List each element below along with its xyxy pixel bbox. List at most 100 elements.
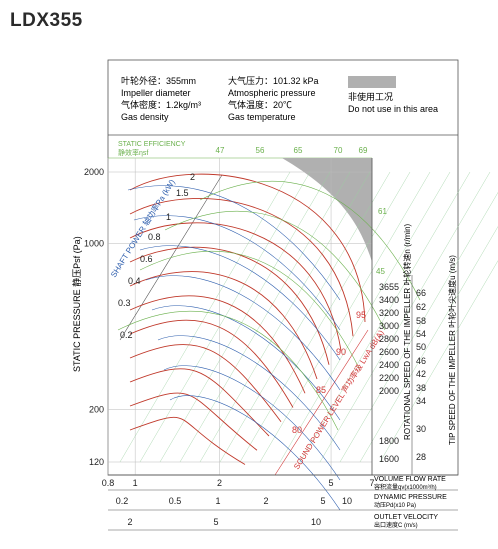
rpm-tick-label: 3655 [379, 282, 399, 292]
ov-axis-label-en: OUTLET VELOCITY [374, 514, 438, 521]
power-curve [133, 215, 341, 331]
rpm-tick-label: 3200 [379, 308, 399, 318]
rpm-tick-label: 2200 [379, 373, 399, 383]
tip-tick-label: 30 [416, 424, 426, 434]
rpm-tick-label: 2800 [379, 334, 399, 344]
power-curve [127, 185, 341, 301]
diag-grid-line [379, 260, 498, 463]
page-title: LDX355 [10, 10, 83, 31]
power-tick-label: 0.2 [120, 330, 133, 340]
efficiency-tick-label: 70 [334, 146, 343, 155]
ov-axis-label-cn: 出口速度C (m/s) [374, 521, 418, 529]
dp-axis-label-en: DYNAMIC PRESSURE [374, 494, 447, 501]
power-tick-label: 0.4 [128, 276, 141, 286]
y-tick-label: 200 [89, 404, 104, 414]
diag-grid-line [299, 171, 471, 463]
fan-curve [129, 271, 318, 380]
sound-tick-label: 95 [356, 310, 366, 320]
rpm-tick-label: 1600 [379, 454, 399, 464]
tip-tick-label: 34 [416, 396, 426, 406]
tip-tick-label: 58 [416, 316, 426, 326]
power-tick-label: 2 [190, 172, 195, 182]
sound-tick-label: 90 [336, 347, 346, 357]
y-tick-label: 120 [89, 457, 104, 467]
sound-tick-label: 85 [316, 385, 326, 395]
not-use-legend-swatch [348, 76, 396, 88]
dp-tick-label: 5 [320, 496, 325, 506]
sound-tick-label: 80 [292, 425, 302, 435]
diag-grid-line [159, 171, 331, 463]
diag-grid-line [239, 171, 411, 463]
impeller-diameter-cn: 叶轮外径：355mm [121, 75, 196, 86]
efficiency-curve [139, 251, 361, 371]
gas-density-en: Gas density [121, 112, 169, 122]
efficiency-tick-label: 61 [378, 207, 387, 216]
y-axis-label: STATIC PRESSURE 静压Psf (Pa) [71, 236, 82, 372]
efficiency-tick-label: 45 [376, 267, 385, 276]
x-tick-label: 1 [133, 478, 138, 488]
tip-axis-label: TIP SPEED OF THE IMPELLER 叶轮叶尖速度u (m/s) [447, 255, 457, 445]
sound-scale-line [274, 329, 369, 476]
x-axis-label-cn: 容积流量qv(x1000m³/h) [374, 483, 437, 491]
efficiency-tick-label: 47 [216, 146, 225, 155]
dp-tick-label: 0.2 [116, 496, 129, 506]
efficiency-tick-label: 56 [256, 146, 265, 155]
tip-tick-label: 38 [416, 383, 426, 393]
power-curve [145, 275, 341, 391]
power-curve [151, 305, 341, 421]
efficiency-tick-label: 69 [359, 146, 368, 155]
x-tick-label: 0.8 [102, 478, 115, 488]
gas-density-cn: 气体密度：1.2kg/m³ [121, 99, 201, 110]
efficiency-curve [164, 211, 386, 331]
diag-grid-line [359, 226, 498, 463]
fan-curve [129, 198, 354, 337]
dp-tick-label: 1 [215, 496, 220, 506]
tip-tick-label: 54 [416, 329, 426, 339]
performance-curves [117, 173, 421, 511]
power-tick-label: 1.5 [176, 188, 189, 198]
ov-tick-label: 2 [127, 517, 132, 527]
atm-pressure-cn: 大气压力：101.32 kPa [228, 75, 319, 86]
efficiency-curve [199, 181, 421, 301]
tip-tick-label: 28 [416, 452, 426, 462]
diag-grid-line [179, 171, 351, 463]
x-tick-label: 7 [369, 478, 374, 488]
not-use-cn: 非使用工况 [348, 91, 393, 102]
dp-tick-label: 2 [263, 496, 268, 506]
power-curve [169, 395, 341, 511]
dp-tick-label: 10 [342, 496, 352, 506]
impeller-diameter-en: Impeller diameter [121, 88, 191, 98]
power-curve [139, 245, 341, 361]
diag-grid-line [319, 171, 491, 463]
efficiency-curve [117, 311, 339, 431]
efficiency-label-cn: 静效率ηsf [118, 148, 148, 157]
power-tick-label: 0.8 [148, 232, 161, 242]
fan-curve [129, 246, 330, 365]
diag-grid-line [139, 171, 311, 463]
gas-temp-cn: 气体温度：20℃ [228, 99, 292, 110]
x-tick-label: 5 [329, 478, 334, 488]
diag-grid-line [119, 171, 291, 463]
x-tick-label: 2 [217, 478, 222, 488]
ov-tick-label: 10 [311, 517, 321, 527]
dp-tick-label: 0.5 [169, 496, 182, 506]
fan-curve [129, 392, 258, 451]
tip-tick-label: 66 [416, 288, 426, 298]
tip-tick-label: 62 [416, 302, 426, 312]
efficiency-label-en: STATIC EFFICIENCY [118, 141, 186, 148]
fan-curve [129, 416, 246, 465]
y-tick-label: 2000 [84, 167, 104, 177]
rpm-tick-label: 2600 [379, 347, 399, 357]
diag-grid-line [259, 171, 431, 463]
power-curve [157, 335, 341, 451]
power-curve [163, 365, 341, 481]
ov-tick-label: 5 [213, 517, 218, 527]
power-tick-label: 0.3 [118, 298, 131, 308]
not-use-en: Do not use in this area [348, 104, 438, 114]
grid-lines [107, 158, 498, 476]
fan-curve [129, 222, 342, 351]
rpm-axis-label: ROTATIONAL SPEED OF THE IMPELLER 叶轮转速n (… [402, 223, 412, 440]
tip-tick-label: 50 [416, 342, 426, 352]
